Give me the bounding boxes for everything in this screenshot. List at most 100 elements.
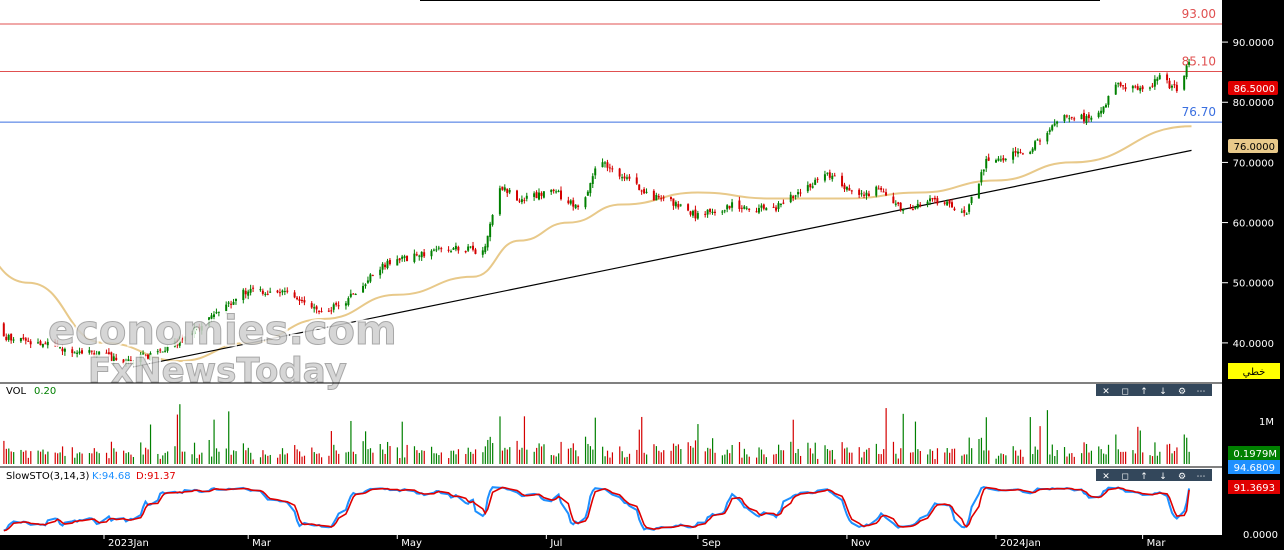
level-label: 76.70 <box>1182 105 1216 119</box>
candle-body <box>826 172 829 174</box>
volume-bar <box>724 454 726 464</box>
volume-bar <box>694 440 697 464</box>
candle-body <box>696 213 699 219</box>
move-down-icon[interactable]: ↓ <box>1159 387 1167 397</box>
more-icon[interactable]: ⋯ <box>1197 472 1206 482</box>
volume-bar <box>328 455 330 464</box>
candle-body <box>1097 112 1100 117</box>
candle-body <box>303 300 306 303</box>
candle-body <box>963 210 966 213</box>
volume-bar <box>1173 450 1176 464</box>
volume-bar <box>799 455 802 464</box>
volume-bar <box>71 447 73 464</box>
volume-bar <box>191 454 193 464</box>
move-up-icon[interactable]: ↑ <box>1140 472 1148 482</box>
volume-bar <box>142 454 144 464</box>
volume-bar <box>79 452 81 464</box>
volume-bar <box>567 448 570 464</box>
settings-icon[interactable]: ⚙ <box>1178 472 1186 482</box>
close-icon[interactable]: ✕ <box>1102 472 1110 482</box>
candle-body <box>799 192 802 194</box>
candle-body <box>41 343 44 347</box>
trendline[interactable] <box>133 149 1192 368</box>
candle-body <box>379 269 382 276</box>
candle-body <box>892 196 895 204</box>
volume-bar <box>1134 453 1136 464</box>
settings-icon[interactable]: ⚙ <box>1178 387 1186 397</box>
candle-body <box>1173 84 1176 86</box>
volume-bar <box>113 448 115 464</box>
volume-bar <box>951 448 953 464</box>
volume-bar <box>22 451 25 464</box>
candle-body <box>450 251 453 253</box>
volume-bar <box>88 453 91 464</box>
candle-body <box>672 198 675 206</box>
volume-bar <box>450 450 452 464</box>
candle-body <box>300 299 303 301</box>
volume-bar <box>345 452 347 464</box>
watermark-line2-outline: FxNewsToday <box>88 351 347 391</box>
candle-body <box>90 350 93 352</box>
time-axis[interactable] <box>0 535 1222 550</box>
candle-body <box>885 192 888 196</box>
stoch-d-tag-text: 91.3693 <box>1234 483 1275 494</box>
volume-bar <box>123 450 125 464</box>
candle-body <box>914 207 917 209</box>
price-pane[interactable] <box>0 0 1222 383</box>
price-tick-label: 40.0000 <box>1233 339 1274 350</box>
candle-body <box>946 201 949 206</box>
candle-body <box>193 327 196 335</box>
volume-bar <box>1100 449 1102 464</box>
candle-body <box>606 162 609 168</box>
volume-bar <box>47 451 49 464</box>
candle-body <box>472 245 475 250</box>
candle-body <box>1136 86 1139 90</box>
close-icon[interactable]: ✕ <box>1102 387 1110 397</box>
volume-bar <box>1022 456 1024 464</box>
volume-bar <box>690 445 692 464</box>
candle-body <box>860 193 863 195</box>
volume-bar <box>438 455 440 464</box>
volume-bar <box>621 451 623 464</box>
candle-body <box>406 255 409 262</box>
volume-bar <box>592 449 594 464</box>
candle-body <box>264 293 267 295</box>
trendline-layer[interactable] <box>133 149 1192 368</box>
toolbar-bg <box>1096 384 1212 396</box>
volume-bar <box>1115 434 1117 464</box>
candle-body <box>210 315 213 319</box>
maximize-icon[interactable]: ◻ <box>1121 472 1128 482</box>
volume-bar <box>504 447 506 464</box>
candle-body <box>366 280 369 283</box>
volume-bar <box>211 456 213 464</box>
volume-bar <box>301 456 303 464</box>
candle-body <box>523 199 526 201</box>
line-mode-button[interactable] <box>1228 363 1280 379</box>
stoch-k-tag <box>1228 460 1280 474</box>
volume-bar <box>829 450 831 464</box>
candle-body <box>755 211 758 213</box>
volume-bar <box>540 446 543 464</box>
move-down-icon[interactable]: ↓ <box>1159 472 1167 482</box>
volume-bar <box>269 454 271 464</box>
volume-bar <box>1081 453 1083 464</box>
volume-bar <box>892 441 895 464</box>
candle-body <box>37 342 40 344</box>
candle-body <box>706 209 709 215</box>
volume-bar <box>516 440 518 464</box>
maximize-icon[interactable]: ◻ <box>1121 387 1128 397</box>
candle-body <box>198 326 201 330</box>
candle-body <box>1014 150 1017 153</box>
volume-bar <box>1046 410 1049 464</box>
more-icon[interactable]: ⋯ <box>1197 387 1206 397</box>
stochastic-layer <box>3 485 1191 532</box>
candle-body <box>1065 115 1068 117</box>
candle-body <box>266 293 269 295</box>
candle-body <box>122 359 125 364</box>
volume-bar <box>352 451 354 464</box>
move-up-icon[interactable]: ↑ <box>1140 387 1148 397</box>
volume-bar <box>215 448 218 464</box>
volume-bar <box>707 447 709 464</box>
candle-body <box>298 299 301 301</box>
volume-bar <box>988 450 990 464</box>
